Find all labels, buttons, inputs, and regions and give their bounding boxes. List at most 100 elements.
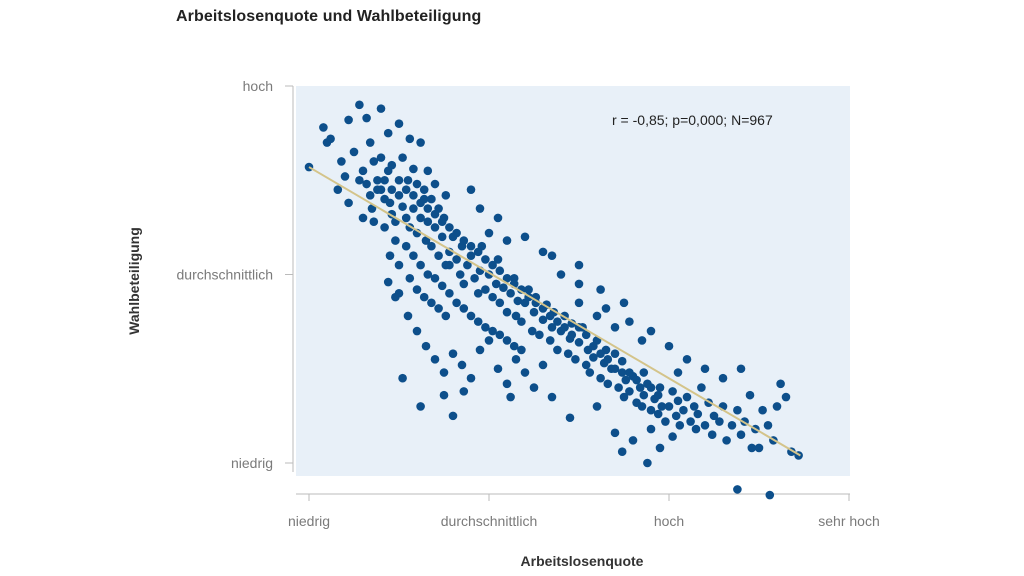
data-point (427, 194, 436, 204)
data-point (664, 402, 674, 411)
data-point (715, 417, 724, 426)
data-point (529, 307, 539, 317)
data-point (466, 241, 476, 251)
data-point (412, 326, 422, 336)
data-point (596, 285, 605, 294)
data-point (423, 270, 433, 279)
data-point (358, 213, 368, 223)
data-point (700, 364, 710, 374)
data-point (772, 402, 782, 411)
data-point (691, 424, 701, 434)
data-point (466, 311, 476, 321)
data-point (589, 341, 598, 351)
data-point (621, 375, 631, 385)
data-point (502, 236, 512, 245)
data-point (517, 317, 526, 326)
data-point (592, 311, 602, 321)
data-point (511, 355, 521, 364)
data-point (383, 128, 393, 138)
data-point (416, 402, 425, 411)
data-point (376, 153, 386, 162)
data-point (707, 430, 717, 440)
data-point (585, 368, 595, 377)
data-point (517, 285, 526, 294)
data-point (394, 191, 404, 200)
data-point (646, 326, 656, 336)
data-point (781, 392, 791, 402)
x-axis-title: Arbeitslosenquote (521, 553, 644, 569)
data-point (639, 390, 649, 400)
data-point (553, 345, 562, 355)
data-point (697, 383, 706, 392)
data-point (391, 236, 400, 245)
data-point (409, 164, 418, 174)
data-point (625, 387, 634, 396)
y-tick-label: hoch (243, 78, 273, 94)
x-tick-label: sehr hoch (818, 513, 879, 529)
data-point (661, 417, 670, 426)
data-point (758, 405, 767, 415)
trendline (308, 166, 801, 457)
data-point (520, 232, 530, 242)
data-point (466, 251, 476, 260)
data-point (574, 260, 584, 270)
data-point (560, 322, 569, 332)
data-point (488, 326, 497, 336)
data-point (409, 204, 418, 213)
data-point (394, 175, 404, 185)
data-point (682, 355, 692, 364)
data-point (441, 311, 451, 321)
data-point (574, 298, 584, 308)
data-point (455, 270, 465, 279)
data-point (405, 134, 415, 144)
data-point (445, 260, 454, 270)
data-point (459, 387, 469, 396)
data-points (304, 100, 803, 500)
data-point (682, 392, 692, 402)
data-point (565, 413, 575, 423)
data-point (535, 330, 544, 340)
data-point (385, 198, 395, 208)
data-point (333, 185, 343, 194)
data-point (617, 368, 627, 377)
data-point (434, 251, 443, 260)
data-point (547, 251, 557, 260)
data-point (655, 443, 665, 453)
data-point (459, 236, 469, 245)
data-point (596, 373, 605, 383)
data-point (484, 228, 494, 238)
data-point (563, 349, 573, 358)
data-point (355, 100, 364, 110)
data-point (445, 223, 454, 232)
data-point (434, 304, 443, 313)
data-point (337, 157, 346, 166)
data-point (401, 185, 411, 194)
data-point (340, 172, 350, 181)
data-point (601, 304, 611, 313)
data-point (376, 104, 386, 113)
x-axis-ticks: niedrig durchschnittlich hoch sehr hoch (288, 494, 880, 529)
data-point (592, 402, 602, 411)
x-tick-label: durchschnittlich (441, 513, 538, 529)
data-point (693, 409, 703, 419)
data-point (475, 204, 485, 213)
data-point (747, 443, 757, 453)
data-point (553, 317, 562, 326)
data-point (394, 119, 404, 128)
data-point (401, 213, 411, 223)
data-point (499, 283, 508, 292)
data-point (488, 292, 497, 302)
data-point (473, 247, 483, 257)
data-point (358, 166, 368, 176)
data-point (326, 134, 335, 144)
data-point (646, 383, 656, 392)
data-point (391, 292, 400, 302)
data-point (423, 217, 433, 227)
y-axis-ticks: niedrig durchschnittlich hoch (177, 78, 293, 471)
data-point (655, 383, 665, 392)
data-point (527, 326, 537, 336)
data-point (524, 285, 533, 294)
data-point (581, 330, 591, 340)
data-point (493, 255, 503, 264)
